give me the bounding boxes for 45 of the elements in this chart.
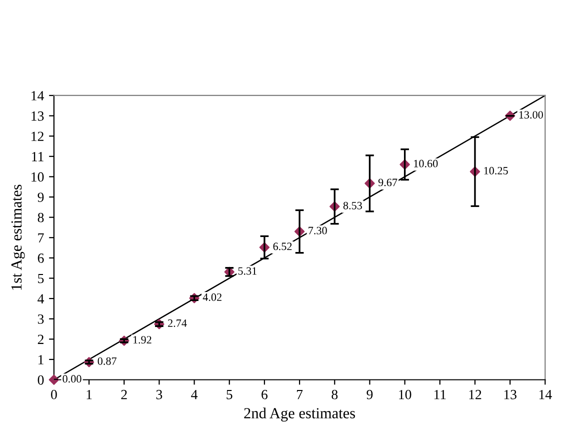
data-label: 1.92: [133, 336, 152, 344]
x-tick-label: 9: [366, 390, 373, 400]
y-tick-label: 7: [38, 233, 44, 242]
data-label: 9.67: [378, 178, 398, 186]
data-label: 4.02: [202, 293, 222, 301]
data-label: 0.00: [62, 375, 82, 383]
y-axis-title: 1st Age estimates: [11, 184, 25, 290]
data-label: 10.60: [414, 160, 438, 168]
x-tick-label: 12: [469, 390, 482, 400]
y-tick-label: 12: [32, 132, 44, 141]
y-tick-label: 4: [38, 294, 44, 304]
y-tick-label: 9: [38, 192, 44, 202]
y-tick-label: 10: [32, 172, 44, 182]
data-label: 0.87: [98, 357, 116, 365]
y-tick-label: 1: [38, 355, 44, 364]
x-tick-label: 14: [539, 390, 552, 400]
data-label: 8.53: [343, 202, 362, 210]
y-tick-label: 8: [38, 212, 44, 222]
y-tick-label: 5: [38, 274, 44, 284]
x-tick-label: 2: [121, 390, 127, 400]
x-tick-label: 6: [262, 390, 268, 400]
y-tick-label: 6: [38, 254, 44, 263]
y-tick-label: 3: [38, 314, 44, 324]
x-tick-label: 3: [156, 390, 162, 400]
data-label: 13.00: [519, 111, 543, 119]
x-tick-label: 8: [332, 390, 338, 400]
y-tick-label: 11: [32, 152, 44, 162]
y-tick-label: 0: [38, 375, 44, 385]
y-tick-label: 2: [38, 334, 44, 344]
data-label: 5.31: [238, 267, 256, 275]
x-tick-label: 10: [399, 390, 412, 400]
data-label: 2.74: [168, 319, 187, 327]
y-tick-label: 14: [32, 91, 44, 100]
data-label: 10.25: [484, 166, 508, 174]
x-tick-label: 0: [51, 390, 57, 400]
x-tick-label: 1: [86, 390, 92, 400]
data-label: 7.30: [308, 226, 327, 234]
x-tick-label: 5: [226, 390, 232, 400]
x-tick-label: 11: [434, 390, 446, 400]
x-tick-label: 13: [504, 390, 516, 400]
data-label: 6.52: [273, 242, 292, 250]
x-tick-label: 4: [191, 390, 198, 400]
y-tick-label: 13: [32, 111, 44, 121]
x-axis-title: 2nd Age estimates: [244, 408, 355, 422]
x-tick-label: 7: [296, 390, 303, 400]
